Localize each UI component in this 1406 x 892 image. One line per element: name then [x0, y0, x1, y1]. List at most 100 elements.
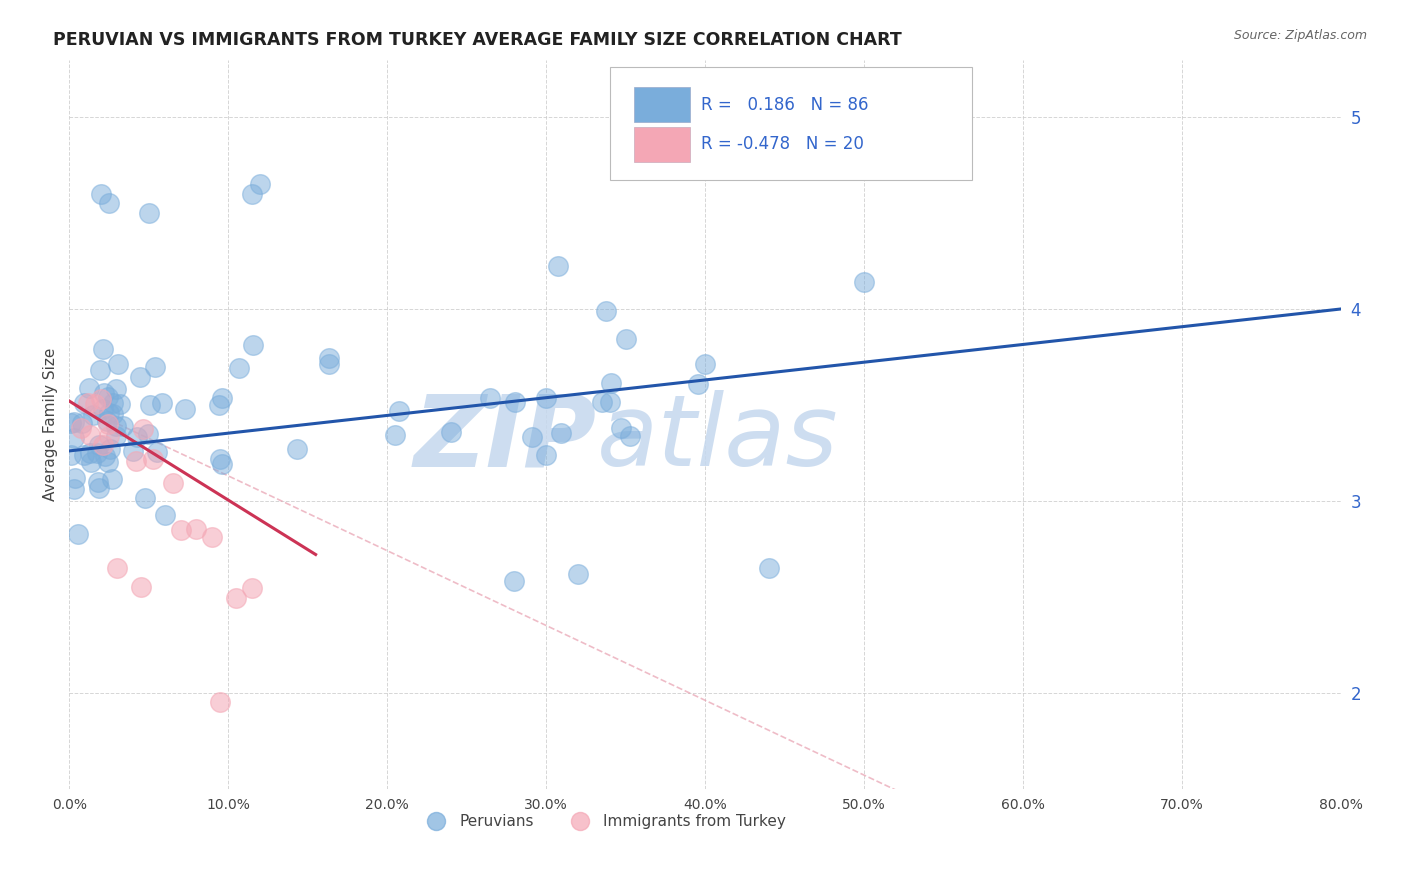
Point: [285, 442, 308, 457]
Point: [129, 580, 152, 594]
Point: [693, 358, 716, 372]
Point: [209, 695, 232, 709]
Point: [87, 475, 110, 489]
Y-axis label: Average Family Size: Average Family Size: [44, 347, 58, 500]
Text: atlas: atlas: [598, 390, 838, 487]
Point: [122, 443, 145, 458]
Point: [619, 429, 641, 443]
Point: [155, 508, 177, 522]
Point: [146, 445, 169, 459]
Point: [139, 398, 162, 412]
Point: [136, 427, 159, 442]
Point: [547, 259, 569, 273]
Point: [73, 395, 96, 409]
Point: [105, 561, 128, 575]
Point: [614, 332, 637, 346]
Point: [249, 178, 271, 192]
Point: [225, 591, 247, 605]
Point: [86, 446, 108, 460]
Point: [169, 523, 191, 537]
Point: [79, 446, 101, 460]
Point: [688, 376, 710, 391]
Point: [80, 455, 103, 469]
Point: [70, 420, 93, 434]
Point: [83, 397, 105, 411]
FancyBboxPatch shape: [634, 127, 690, 161]
Point: [87, 481, 110, 495]
Point: [595, 303, 617, 318]
Point: [105, 429, 128, 443]
Point: [591, 394, 613, 409]
Point: [599, 376, 621, 391]
Point: [599, 394, 621, 409]
Point: [228, 361, 250, 376]
Point: [211, 391, 233, 405]
Point: [242, 338, 264, 352]
Text: ZIP: ZIP: [413, 390, 598, 487]
Point: [127, 430, 149, 444]
Point: [318, 351, 340, 365]
Point: [131, 422, 153, 436]
Point: [112, 419, 135, 434]
Point: [90, 186, 112, 201]
Point: [105, 383, 128, 397]
Point: [128, 370, 150, 384]
Text: R =   0.186   N = 86: R = 0.186 N = 86: [702, 95, 869, 114]
Point: [208, 398, 231, 412]
Point: [240, 186, 263, 201]
Point: [97, 455, 120, 469]
Point: [77, 380, 100, 394]
Point: [503, 395, 526, 409]
Point: [610, 421, 633, 435]
Point: [503, 574, 526, 589]
Point: [82, 408, 104, 422]
Point: [87, 438, 110, 452]
Point: [186, 522, 208, 536]
Point: [93, 449, 115, 463]
Point: [388, 404, 411, 418]
Point: [98, 406, 121, 420]
Point: [91, 402, 114, 417]
Point: [150, 396, 173, 410]
Point: [101, 472, 124, 486]
Point: [65, 471, 87, 485]
Point: [98, 196, 121, 211]
Point: [63, 416, 86, 430]
Point: [59, 448, 82, 462]
Point: [534, 448, 557, 462]
Point: [79, 428, 101, 442]
Point: [550, 426, 572, 441]
FancyBboxPatch shape: [610, 67, 972, 180]
Point: [103, 407, 125, 421]
Point: [142, 451, 165, 466]
Point: [90, 392, 112, 407]
Point: [89, 363, 111, 377]
Point: [162, 475, 184, 490]
Text: PERUVIAN VS IMMIGRANTS FROM TURKEY AVERAGE FAMILY SIZE CORRELATION CHART: PERUVIAN VS IMMIGRANTS FROM TURKEY AVERA…: [53, 31, 903, 49]
Point: [318, 357, 340, 371]
Point: [91, 437, 114, 451]
Point: [96, 414, 118, 428]
Point: [174, 402, 197, 417]
Point: [73, 448, 96, 462]
Point: [97, 429, 120, 443]
Point: [77, 396, 100, 410]
Point: [93, 386, 115, 401]
Text: Source: ZipAtlas.com: Source: ZipAtlas.com: [1233, 29, 1367, 42]
Point: [534, 391, 557, 405]
Point: [240, 581, 263, 595]
Point: [91, 343, 114, 357]
Text: R = -0.478   N = 20: R = -0.478 N = 20: [702, 136, 865, 153]
Point: [62, 431, 84, 445]
Point: [138, 206, 160, 220]
Point: [211, 457, 233, 471]
Point: [125, 454, 148, 468]
Point: [208, 451, 231, 466]
Point: [70, 416, 93, 430]
FancyBboxPatch shape: [634, 87, 690, 122]
Point: [567, 566, 589, 581]
Point: [97, 391, 120, 405]
Point: [103, 396, 125, 410]
Point: [143, 360, 166, 375]
Point: [134, 491, 156, 506]
